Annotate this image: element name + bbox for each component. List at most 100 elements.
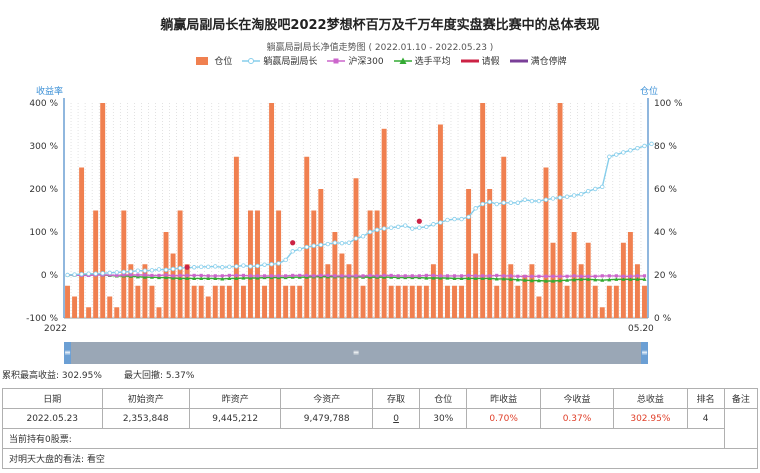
series-point: [276, 261, 281, 266]
position-bar: [381, 128, 387, 318]
table-header-cell: 昨收益: [466, 388, 541, 409]
cell-initial-assets: 2,353,848: [101, 408, 190, 429]
cell-deposit-link[interactable]: 0: [371, 408, 421, 429]
series-point: [291, 273, 295, 278]
y-right-tick-label: 100 %: [654, 99, 683, 109]
series-point: [396, 274, 400, 278]
series-point: [508, 277, 513, 281]
series-point: [551, 274, 555, 278]
series-point: [593, 186, 598, 192]
series-point: [501, 276, 506, 281]
series-point: [508, 200, 513, 205]
position-bar: [452, 285, 457, 318]
series-point: [93, 271, 98, 276]
series-point: [368, 273, 372, 278]
series-point: [642, 143, 647, 149]
scrollbar-thumb-grip[interactable]: ≡: [352, 348, 360, 357]
scrollbar-right-handle[interactable]: ≡: [641, 342, 648, 364]
series-point: [129, 273, 133, 277]
series-point: [529, 278, 534, 283]
position-bar: [100, 103, 106, 318]
series-point: [248, 274, 253, 278]
series-point: [501, 200, 506, 205]
legend-item[interactable]: 选手平均: [393, 54, 451, 67]
y-right-tick-label: 60 %: [654, 185, 677, 195]
series-point: [171, 274, 175, 278]
series-point: [164, 273, 168, 277]
legend-item[interactable]: 躺赢局副局长: [242, 54, 317, 67]
table-header-cell: 备注: [723, 388, 759, 409]
series-point: [149, 268, 155, 273]
series-point: [339, 240, 345, 246]
series-point: [277, 274, 281, 278]
table-header-cell: 排名: [686, 388, 725, 409]
series-point: [410, 226, 415, 231]
position-bar: [304, 156, 310, 318]
series-point: [410, 274, 414, 278]
scrollbar-left-handle[interactable]: ≡: [64, 342, 71, 364]
series-point: [516, 274, 520, 278]
position-bar: [367, 210, 373, 318]
series-point: [529, 198, 535, 204]
series-point: [312, 274, 316, 278]
legend-label: 沪深300: [348, 57, 384, 67]
series-point: [333, 274, 337, 278]
position-bar: [219, 285, 225, 318]
position-bar: [128, 264, 134, 318]
series-point: [143, 273, 147, 277]
position-bar: [445, 285, 450, 318]
series-point: [564, 194, 570, 199]
series-point: [558, 274, 562, 278]
position-bar: [515, 285, 521, 318]
legend-item[interactable]: 沪深300: [327, 54, 384, 67]
series-point: [241, 273, 246, 278]
series-point: [206, 276, 211, 281]
cell-rank: 4: [686, 408, 725, 429]
series-point: [262, 262, 267, 267]
position-bar: [283, 285, 289, 318]
series-point: [530, 274, 534, 278]
cell-today-assets: 9,479,788: [280, 408, 373, 429]
series-point: [248, 264, 253, 269]
series-point: [353, 236, 359, 241]
legend-item[interactable]: 请假: [460, 54, 500, 67]
series-point: [114, 270, 119, 275]
position-bar: [466, 189, 472, 318]
leave-marker: [290, 240, 296, 246]
series-point: [473, 276, 478, 281]
series-point: [438, 275, 443, 280]
series-point: [199, 276, 204, 281]
series-point: [445, 275, 450, 280]
series-point: [269, 274, 274, 278]
series-point: [487, 199, 492, 205]
range-scrollbar[interactable]: [64, 342, 648, 364]
series-point: [635, 145, 640, 151]
series-point: [389, 273, 393, 278]
series-point: [403, 274, 407, 278]
cell-today-return: 0.37%: [539, 408, 615, 429]
x-tick-label-last: 05.20: [628, 324, 654, 334]
series-point: [79, 271, 84, 277]
series-point: [607, 154, 612, 159]
legend-item[interactable]: 满仓停牌: [509, 54, 567, 67]
series-point: [572, 277, 577, 282]
series-point: [417, 225, 422, 230]
series-point: [255, 275, 260, 280]
series-point: [170, 266, 176, 272]
series-point: [304, 244, 309, 250]
series-point: [367, 229, 373, 235]
series-point: [438, 274, 443, 278]
legend-item[interactable]: 仓位: [193, 54, 232, 67]
series-point: [459, 276, 464, 281]
position-bar: [501, 156, 507, 318]
series-point: [628, 148, 633, 153]
position-bar: [79, 167, 85, 318]
table-header-cell: 仓位: [419, 388, 468, 409]
series-point: [431, 222, 436, 227]
series-point: [241, 275, 246, 280]
table-header-cell: 存取: [371, 388, 421, 409]
series-point: [382, 273, 386, 278]
series-point: [579, 277, 584, 281]
series-point: [578, 191, 584, 197]
legend-label: 躺赢局副局长: [263, 57, 318, 67]
